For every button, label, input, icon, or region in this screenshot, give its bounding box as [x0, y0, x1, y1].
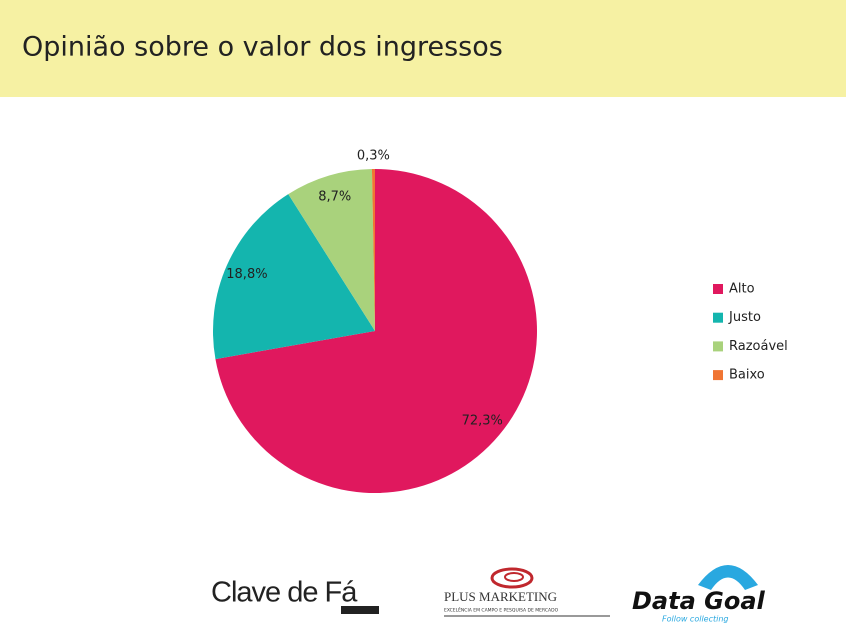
data-label: 18,8%: [226, 267, 267, 282]
data-label: 0,3%: [357, 149, 390, 164]
legend-swatch: [713, 284, 723, 294]
legend-label: Alto: [729, 282, 755, 297]
legend-label: Baixo: [729, 368, 765, 383]
data-label: 8,7%: [318, 189, 351, 204]
pie-slice: [371, 169, 375, 331]
chart-title: Opinião sobre o valor dos ingressos: [22, 32, 503, 63]
legend-label: Justo: [728, 310, 761, 325]
legend: Alto Justo Razoável Baixo: [713, 282, 788, 383]
legend-swatch: [713, 312, 723, 323]
legend-swatch: [713, 370, 723, 381]
logo-datagoal-tagline: Follow collecting: [662, 615, 729, 624]
logo-clave: Clave de Fá: [211, 577, 358, 609]
legend-swatch: [713, 341, 723, 352]
pie-slice: [213, 194, 375, 360]
logo-clave-mark: [341, 606, 379, 614]
pie-slice: [288, 169, 375, 331]
logo-plus-tagline: EXCELÊNCIA EM CAMPO E PESQUISA DE MERCAD…: [444, 606, 559, 614]
data-label: 72,3%: [462, 414, 503, 429]
legend-label: Razoável: [729, 339, 788, 354]
header-band: [0, 0, 846, 97]
logo-plus: PLUS MARKETING: [444, 589, 557, 604]
logo-datagoal-net: [698, 565, 758, 590]
pie-slice: [215, 169, 537, 494]
logo-datagoal: Data Goal: [632, 587, 766, 615]
logo-plus-swirl: [490, 567, 534, 589]
logo-plus-swirl: [504, 572, 524, 582]
pie: 72,3% 18,8% 8,7% 0,3%: [213, 149, 537, 494]
